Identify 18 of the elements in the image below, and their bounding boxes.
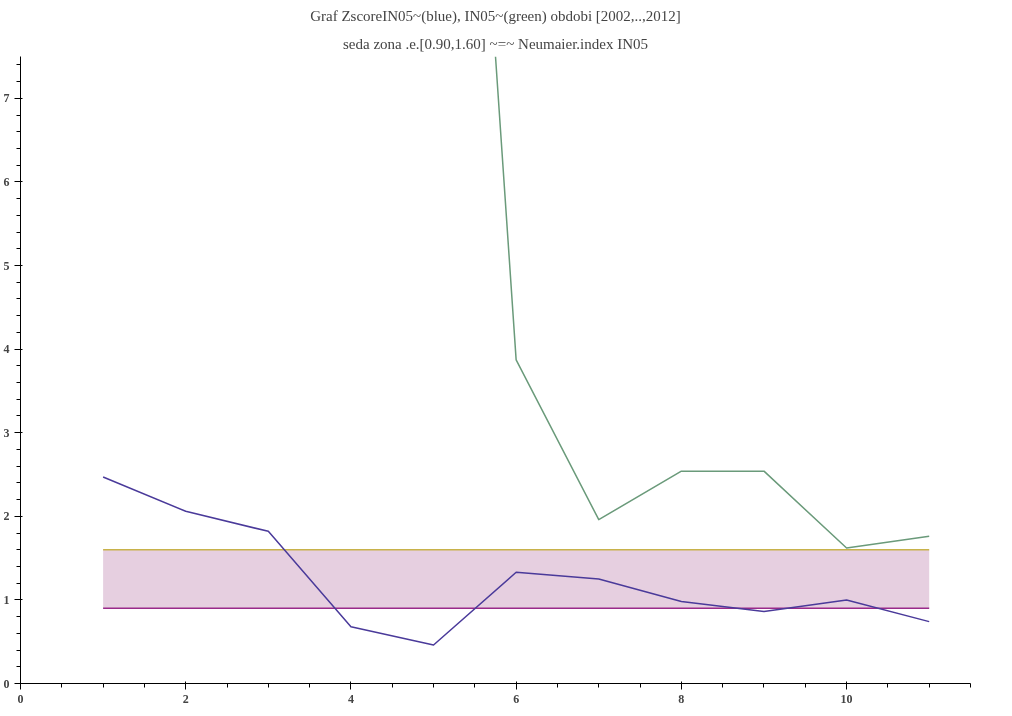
y-tick-label: 5 [3,258,10,273]
y-tick-label: 4 [3,342,10,357]
y-tick-label: 0 [3,676,10,691]
x-tick-label: 6 [513,691,520,706]
x-tick-label: 4 [347,691,354,706]
x-tick-label: 0 [17,691,24,706]
y-tick-label: 7 [3,91,10,106]
x-tick-label: 10 [840,691,853,706]
chart-subtitle: seda zona .e.[0.90,1.60] ~=~ Neumaier.index IN05 [342,35,649,52]
x-tick-label: 8 [678,691,685,706]
y-tick-label: 2 [3,509,10,524]
line-series [494,56,930,549]
y-tick-label: 3 [3,425,10,440]
line-series [102,476,930,646]
y-tick-label: 1 [3,592,10,607]
chart-title: Graf ZscoreIN05~(blue), IN05~(green) obdobi [2002,..,2012] [310,7,681,25]
x-tick-label: 2 [182,691,189,706]
y-tick-label: 6 [3,174,10,189]
